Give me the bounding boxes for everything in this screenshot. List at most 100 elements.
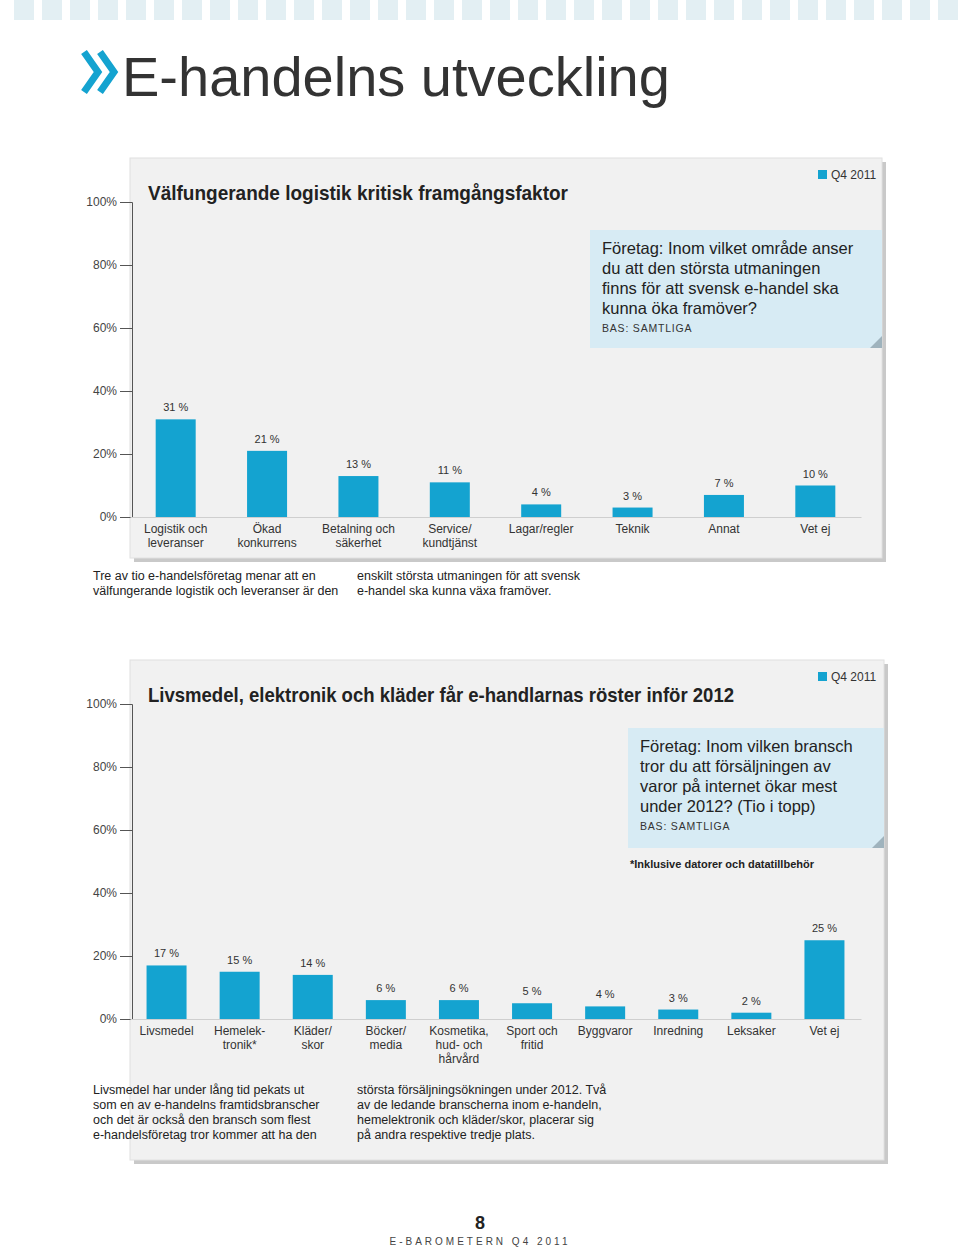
x-tick-label: Ökadkonkurrens <box>237 522 296 550</box>
question: Företag: Inom vilket område anserdu att … <box>602 239 854 317</box>
caption: Livsmedel har under lång tid pekats utso… <box>93 1083 320 1142</box>
x-tick-label: Annat <box>708 522 740 536</box>
data-label: 4 % <box>596 988 615 1000</box>
stripe <box>462 0 482 20</box>
legend: Q4 2011 <box>818 670 876 684</box>
data-label: 2 % <box>742 995 761 1007</box>
y-tick-mark <box>120 704 132 705</box>
bar <box>293 975 333 1019</box>
stripe <box>686 0 706 20</box>
y-tick-mark <box>120 454 132 455</box>
question-corner <box>870 336 882 348</box>
stripe <box>910 0 930 20</box>
y-tick-label: 80% <box>93 258 117 272</box>
y-tick-label: 0% <box>100 1012 118 1026</box>
stripe <box>98 0 118 20</box>
x-tick: Betalning ochsäkerhet <box>322 517 395 550</box>
data-labels: 31 %21 %13 %11 %4 %3 %7 %10 % <box>163 401 828 501</box>
y-tick-label: 20% <box>93 447 117 461</box>
stripe <box>938 0 958 20</box>
stripe <box>602 0 622 20</box>
x-tick: Logistik ochleveranser <box>144 517 207 550</box>
footer: E-BAROMETERN Q4 2011 <box>390 1236 571 1247</box>
bar <box>147 965 187 1019</box>
stripe <box>378 0 398 20</box>
bar <box>804 940 844 1019</box>
caption: Tre av tio e-handelsföretag menar att en… <box>93 569 338 598</box>
x-tick: Ökadkonkurrens <box>237 517 296 550</box>
chart-title: Livsmedel, elektronik och kläder får e-h… <box>148 683 734 706</box>
y-tick-mark <box>120 956 132 957</box>
y-axis-line <box>120 203 133 518</box>
legend-label: Q4 2011 <box>831 168 876 182</box>
data-label: 11 % <box>438 464 462 476</box>
y-axis: 0%20%40%60%80%100% <box>86 195 132 524</box>
x-tick: Service/kundtjänst <box>422 517 477 550</box>
stripe <box>770 0 790 20</box>
legend: Q4 2011 <box>818 168 876 182</box>
x-tick-label: Kosmetika,hud- ochhårvård <box>429 1024 488 1066</box>
x-tick: Lagar/regler <box>509 517 574 536</box>
bar <box>613 508 653 517</box>
bars <box>156 419 836 517</box>
y-tick: 20% <box>93 949 132 963</box>
question-box <box>628 728 884 848</box>
data-label: 4 % <box>532 486 551 498</box>
bar <box>156 419 196 517</box>
x-tick: Byggvaror <box>578 1019 633 1038</box>
stripe <box>294 0 314 20</box>
y-tick-label: 60% <box>93 321 117 335</box>
x-tick: Sport ochfritid <box>506 1019 557 1052</box>
y-tick: 60% <box>93 321 132 335</box>
stripe <box>434 0 454 20</box>
legend-label: Q4 2011 <box>831 670 876 684</box>
stripe <box>322 0 342 20</box>
data-label: 31 % <box>163 401 188 413</box>
x-tick-label: Sport ochfritid <box>506 1024 557 1052</box>
page: E-handelns utveckling8E-BAROMETERN Q4 20… <box>0 0 960 1252</box>
y-tick: 0% <box>100 510 132 524</box>
y-tick-label: 100% <box>86 697 117 711</box>
stripe <box>798 0 818 20</box>
x-tick: Leksaker <box>727 1019 776 1038</box>
caption: enskilt största utmaningen för att svens… <box>357 569 581 598</box>
data-labels: 17 %15 %14 %6 %6 %5 %4 %3 %2 %25 % <box>154 922 837 1006</box>
x-tick-label: Logistik ochleveranser <box>144 522 207 550</box>
chart: 0%20%40%60%80%100%LivsmedelHemelek-troni… <box>86 660 888 1164</box>
x-tick-label: Service/kundtjänst <box>422 522 477 550</box>
bar <box>366 1000 406 1019</box>
stripe <box>574 0 594 20</box>
y-tick-label: 80% <box>93 760 117 774</box>
y-tick-mark <box>120 893 132 894</box>
y-axis-line <box>120 705 133 1020</box>
stripe <box>826 0 846 20</box>
x-tick: Annat <box>708 517 740 536</box>
y-tick-mark <box>120 830 132 831</box>
data-label: 13 % <box>346 458 371 470</box>
x-tick-label: Vet ej <box>800 522 830 536</box>
page-number: 8 <box>475 1213 485 1233</box>
data-label: 25 % <box>812 922 837 934</box>
bar <box>521 504 561 517</box>
x-tick: Hemelek-tronik* <box>214 1019 265 1052</box>
stripe <box>70 0 90 20</box>
bar <box>585 1006 625 1019</box>
top-decoration <box>14 0 958 20</box>
y-tick: 100% <box>86 195 132 209</box>
stripe <box>518 0 538 20</box>
stripe <box>742 0 762 20</box>
x-tick: Kläder/skor <box>294 1019 333 1052</box>
x-tick-label: Teknik <box>616 522 651 536</box>
bar <box>439 1000 479 1019</box>
base-note: BAS: SAMTLIGA <box>640 820 730 832</box>
data-label: 5 % <box>523 985 542 997</box>
x-tick-label: Kläder/skor <box>294 1024 333 1052</box>
caption: största försäljningsökningen under 2012.… <box>357 1083 606 1142</box>
x-tick-label: Betalning ochsäkerhet <box>322 522 395 550</box>
stripe <box>126 0 146 20</box>
data-label: 15 % <box>227 954 252 966</box>
x-axis: LivsmedelHemelek-tronik*Kläder/skorBöcke… <box>131 1019 862 1066</box>
x-tick: Inredning <box>653 1019 703 1038</box>
stripe <box>154 0 174 20</box>
legend-swatch <box>818 170 827 179</box>
